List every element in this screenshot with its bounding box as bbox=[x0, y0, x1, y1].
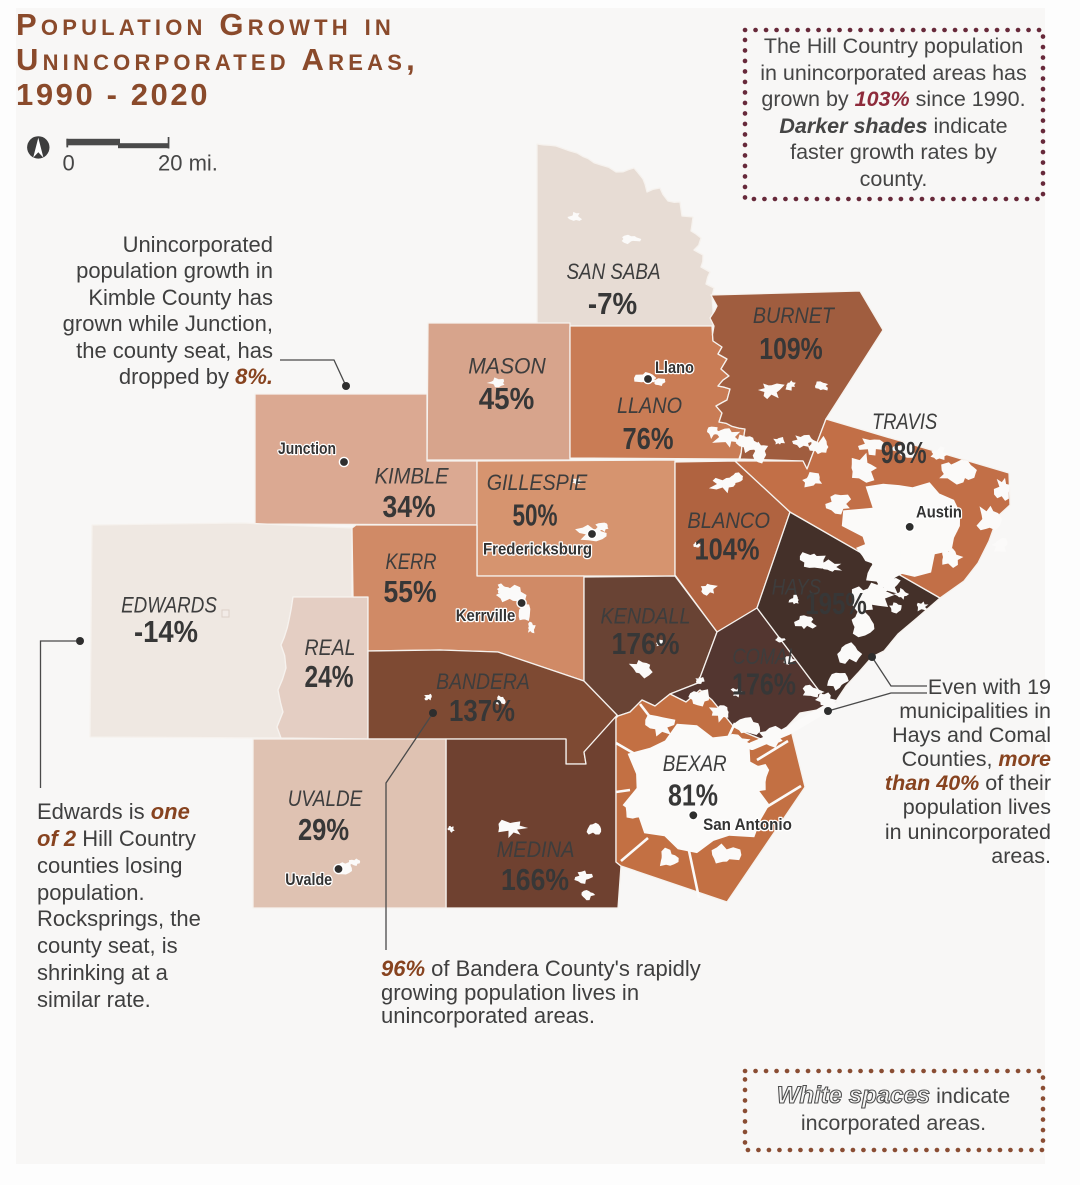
svg-text:24%: 24% bbox=[305, 660, 354, 694]
svg-text:195%: 195% bbox=[805, 587, 867, 621]
svg-text:45%: 45% bbox=[479, 382, 535, 416]
svg-text:Kerrville: Kerrville bbox=[456, 606, 516, 625]
svg-text:-14%: -14% bbox=[134, 615, 198, 649]
svg-text:BURNET: BURNET bbox=[753, 303, 836, 328]
svg-text:REAL: REAL bbox=[304, 635, 355, 660]
svg-text:-7%: -7% bbox=[588, 287, 637, 321]
svg-text:Uvalde: Uvalde bbox=[285, 870, 332, 889]
svg-text:HAYS: HAYS bbox=[772, 575, 821, 600]
svg-text:20 mi.: 20 mi. bbox=[158, 151, 218, 176]
svg-text:TRAVIS: TRAVIS bbox=[872, 409, 937, 434]
svg-text:Llano: Llano bbox=[655, 358, 694, 377]
svg-text:COMAL: COMAL bbox=[732, 644, 797, 669]
svg-text:166%: 166% bbox=[501, 863, 569, 897]
svg-text:MASON: MASON bbox=[468, 354, 546, 379]
svg-text:SAN SABA: SAN SABA bbox=[567, 259, 661, 284]
svg-text:KIMBLE: KIMBLE bbox=[375, 464, 450, 489]
svg-text:MEDINA: MEDINA bbox=[497, 837, 575, 862]
svg-text:98%: 98% bbox=[881, 436, 927, 470]
svg-text:UVALDE: UVALDE bbox=[288, 786, 363, 811]
svg-text:LLANO: LLANO bbox=[617, 393, 682, 418]
svg-text:34%: 34% bbox=[383, 490, 436, 524]
svg-text:BEXAR: BEXAR bbox=[663, 751, 727, 776]
svg-text:29%: 29% bbox=[298, 813, 349, 847]
svg-text:176%: 176% bbox=[612, 627, 680, 661]
svg-text:0: 0 bbox=[63, 151, 75, 176]
svg-text:55%: 55% bbox=[384, 575, 437, 609]
svg-text:BANDERA: BANDERA bbox=[436, 669, 530, 694]
svg-text:Fredericksburg: Fredericksburg bbox=[483, 540, 592, 559]
svg-text:81%: 81% bbox=[668, 779, 718, 813]
svg-text:BLANCO: BLANCO bbox=[687, 508, 770, 533]
svg-text:Austin: Austin bbox=[916, 503, 962, 522]
svg-text:KENDALL: KENDALL bbox=[601, 604, 691, 629]
svg-text:KERR: KERR bbox=[386, 549, 437, 574]
svg-text:50%: 50% bbox=[513, 499, 558, 533]
svg-text:EDWARDS: EDWARDS bbox=[121, 592, 217, 617]
svg-text:104%: 104% bbox=[694, 533, 759, 567]
svg-text:137%: 137% bbox=[449, 694, 515, 728]
svg-text:109%: 109% bbox=[759, 332, 822, 366]
svg-text:Junction: Junction bbox=[278, 439, 336, 458]
svg-text:GILLESPIE: GILLESPIE bbox=[487, 470, 588, 495]
svg-text:176%: 176% bbox=[732, 667, 796, 701]
svg-text:76%: 76% bbox=[623, 422, 674, 456]
svg-text:San Antonio: San Antonio bbox=[703, 815, 792, 834]
